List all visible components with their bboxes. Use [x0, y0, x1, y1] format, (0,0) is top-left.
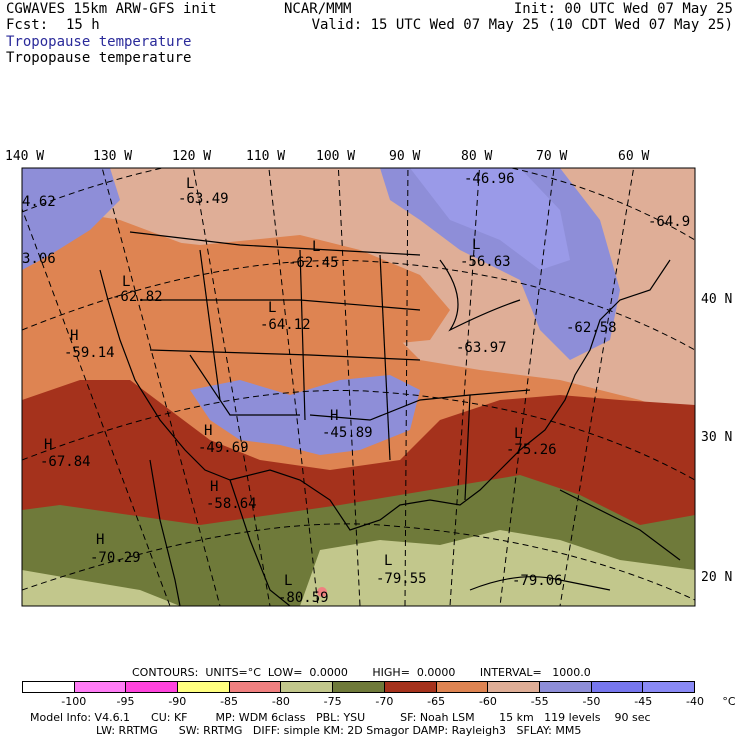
colorbar — [22, 681, 695, 693]
extrema-label: L -62.82 — [112, 274, 163, 305]
extrema-label: L -75.26 — [506, 426, 557, 458]
colorbar-tick-label: -75 — [323, 695, 342, 708]
colorbar-tick-label: -95 — [116, 695, 135, 708]
lon-label: 80 W — [461, 149, 493, 164]
field-band-dark-red — [22, 380, 695, 530]
colorbar-tick-label: -60 — [478, 695, 497, 708]
lon-label: 90 W — [389, 149, 421, 164]
extrema-label: L -62.45 — [288, 239, 339, 271]
colorbar-swatch — [436, 682, 489, 692]
colorbar-swatch — [488, 682, 540, 692]
colorbar-tick-label: -70 — [375, 695, 394, 708]
colorbar-swatch — [384, 682, 437, 692]
field-band-olive — [22, 475, 695, 606]
map-boundaries — [99, 231, 681, 606]
extrema-label: 4.62 — [22, 194, 56, 210]
colorbar-tick-label: -85 — [220, 695, 239, 708]
extrema-label: H -58.64 — [206, 479, 257, 512]
colorbar-tick-label: -100 — [61, 695, 87, 708]
colorbar-swatch — [591, 682, 644, 692]
extrema-label: 3.06 — [22, 251, 56, 267]
forecast-hour: 15 h — [66, 17, 100, 33]
extrema-label: L -56.63 — [460, 237, 511, 270]
colorbar-swatch — [539, 682, 592, 692]
colorbar-swatch — [126, 682, 179, 692]
colorbar-swatch — [229, 682, 282, 692]
extrema-label: -64.9 — [648, 214, 691, 230]
lat-label: 20 N — [701, 570, 733, 585]
extrema-label: -62.58 — [566, 320, 617, 336]
lon-label: 120 W — [172, 149, 212, 164]
colorbar-tick-label: -50 — [582, 695, 601, 708]
map-frame — [21, 167, 696, 607]
lon-label: 130 W — [93, 149, 133, 164]
init-time: Init: 00 UTC Wed 07 May 25 — [513, 1, 733, 17]
extrema-label: H -67.84 — [40, 437, 91, 470]
colorbar-tick-label: -40 — [686, 695, 704, 708]
colorbar-tick-label: -90 — [168, 695, 187, 708]
model-title: CGWAVES 15km ARW-GFS init — [6, 1, 217, 17]
extrema-label: H -49.69 — [198, 423, 249, 456]
lon-label: 70 W — [536, 149, 568, 164]
extrema-label: H -59.14 — [64, 328, 115, 361]
valid-time: Valid: 15 UTC Wed 07 May 25 (10 CDT Wed … — [311, 17, 733, 33]
colorbar-swatch — [333, 682, 385, 692]
colorbar-tick-label: -55 — [530, 695, 549, 708]
lat-label: 40 N — [701, 292, 733, 307]
colorbar-swatch — [281, 682, 334, 692]
lon-label: 60 W — [618, 149, 650, 164]
center-label: NCAR/MMM — [284, 1, 352, 17]
field-title-2: Tropopause temperature — [6, 50, 192, 66]
colorbar-swatch — [643, 682, 694, 692]
colorbar-swatch — [74, 682, 127, 692]
field-band-orange — [22, 168, 695, 606]
forecast-label: Fcst: — [6, 17, 49, 33]
lon-label: 140 W — [5, 149, 45, 164]
colorbar-tick-label: -65 — [427, 695, 446, 708]
model-info-2: LW: RRTMG SW: RRTMG DIFF: simple KM: 2D … — [96, 724, 582, 737]
colorbar-swatch — [23, 682, 75, 692]
extrema-label: -46.96 — [464, 171, 515, 187]
extrema-label: H -70.29 — [90, 532, 141, 566]
field-title-1: Tropopause temperature — [6, 34, 192, 50]
extrema-label: -63.97 — [456, 340, 507, 356]
field-band-light-olive — [300, 530, 695, 606]
colorbar-tick-label: °C — [722, 695, 736, 708]
extrema-label: L -79.55 — [376, 553, 427, 587]
model-info: Model Info: V4.6.1 CU: KF MP: WDM 6class… — [30, 711, 651, 724]
colorbar-tick-label: -45 — [634, 695, 653, 708]
lon-label: 110 W — [246, 149, 286, 164]
extrema-label: L -63.49 — [178, 176, 229, 207]
extrema-label: H -45.89 — [322, 408, 373, 441]
colorbar-swatch — [178, 682, 230, 692]
extrema-label: -79.06 — [512, 573, 563, 589]
lat-label: 30 N — [701, 430, 733, 445]
lon-label: 100 W — [316, 149, 356, 164]
extrema-label: L -80.59 — [278, 573, 329, 606]
colorbar-tick-label: -80 — [271, 695, 290, 708]
contour-info: CONTOURS: UNITS=°C LOW= 0.0000 HIGH= 0.0… — [132, 666, 591, 679]
field-band-light-olive-west — [22, 570, 180, 606]
extrema-label: L -64.12 — [260, 300, 311, 333]
